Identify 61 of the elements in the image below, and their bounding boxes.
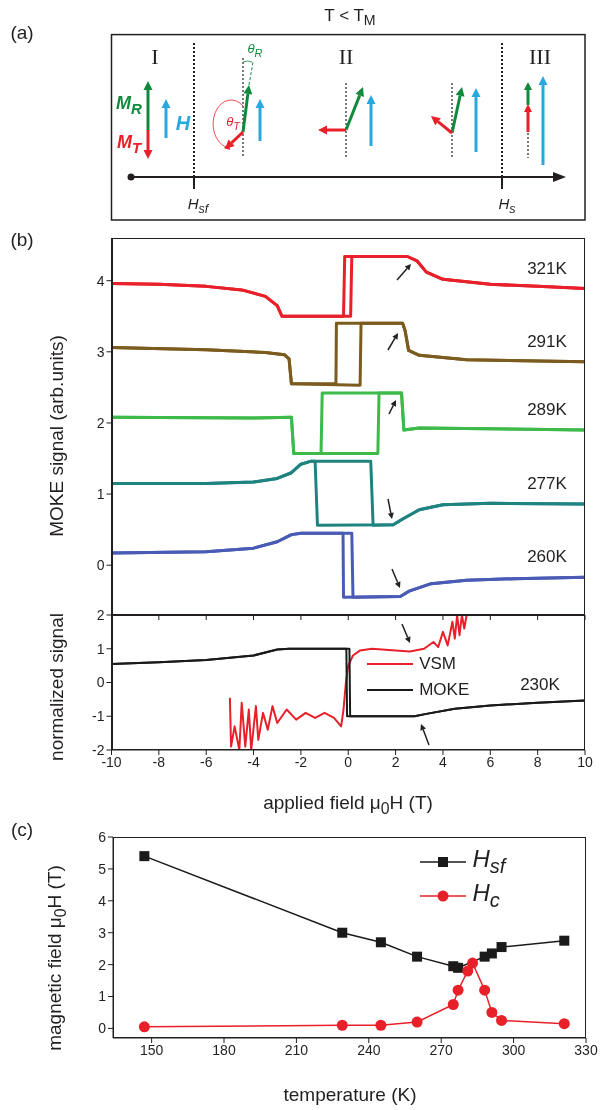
series-label: 277K [527,473,567,494]
text: θ$_{T}$ [226,114,240,133]
text: (a) [10,21,34,44]
x-tick-label: 270 [429,1041,454,1058]
x-tick-label: -6 [199,753,213,770]
y-tick-label: 4 [98,892,107,909]
x-tick-label: 0 [344,753,353,770]
text: H$_{s}$ [498,194,516,217]
x-tick-label: 180 [212,1041,236,1058]
text: I [151,43,159,70]
y-tick-label: 2 [96,606,105,623]
text: H [175,112,191,134]
text: II [338,43,354,70]
y-tick-label: 1 [98,988,107,1005]
y-tick-label: 0 [98,1020,107,1037]
legend-label: MOKE [419,680,470,701]
x-tick-label: -2 [294,753,308,770]
series-label: 289K [527,399,567,420]
text: θ$_{R}$ [247,41,263,60]
x-axis-title: temperature (K) [283,1083,417,1106]
y-tick-label: 4 [96,272,105,289]
y-tick-label: 2 [96,414,105,431]
y-tick-label: 2 [98,956,107,973]
series-label: 321K [527,258,567,278]
legend-label: H$_{c}$ [472,879,500,912]
legend-label: H$_{sf}$ [472,845,506,878]
x-tick-label: 300 [501,1041,526,1058]
text: (c) [10,818,34,841]
x-tick-label: 10 [577,753,593,770]
y-axis-title: MOKE signal (arb.units) [45,335,68,537]
text: H$_{sf}$ [187,194,209,217]
y-tick-label: 0 [96,557,105,574]
x-tick-label: 150 [139,1041,164,1058]
x-tick-label: -4 [247,753,260,770]
x-tick-label: 4 [439,753,448,770]
legend-label: VSM [419,654,457,675]
y-tick-label: -1 [92,708,105,725]
y-tick-label: 0 [96,674,105,691]
y-tick-label: 3 [96,343,105,360]
y-tick-label: 1 [96,640,105,657]
series-label: 260K [527,546,567,567]
text: (b) [10,228,34,251]
x-tick-label: 6 [486,753,495,770]
x-tick-label: 2 [391,753,400,770]
x-tick-label: 8 [533,753,542,770]
text: T < T$_{M}$ [324,6,376,29]
text: M$_{R}$ [116,93,142,118]
y-tick-label: 1 [96,486,105,503]
x-tick-label: -8 [152,753,166,770]
x-tick-label: 210 [284,1041,309,1058]
y-tick-label: 3 [98,924,107,941]
y-tick-label: 6 [98,828,107,845]
annotation: 230K [520,674,560,695]
y-tick-label: 5 [98,860,107,877]
x-tick-label: 330 [574,1041,598,1058]
text: M$_{T}$ [116,132,142,157]
x-tick-label: 240 [357,1041,381,1058]
x-axis-title: applied field μ$_{0}$H (T) [263,791,433,818]
series-label: 291K [527,331,567,352]
y-axis-title: normalized signal [45,613,68,761]
text: III [529,43,551,70]
